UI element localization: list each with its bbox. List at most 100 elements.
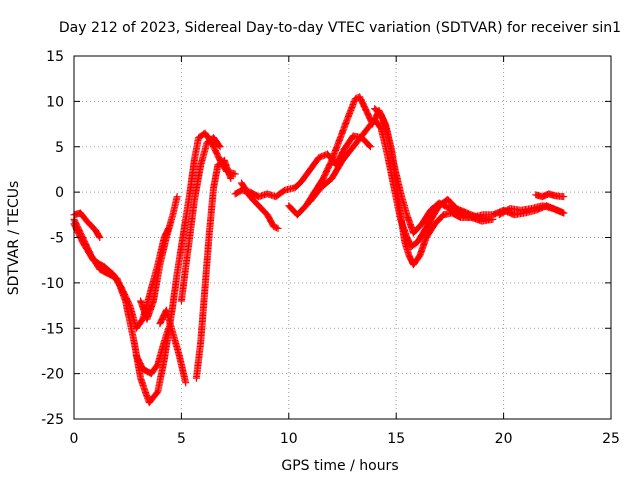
data-point <box>198 137 200 139</box>
data-point <box>159 264 161 266</box>
data-point <box>140 300 142 302</box>
data-point <box>103 266 105 268</box>
series-track-13 <box>371 105 497 237</box>
data-point <box>455 207 457 209</box>
data-point <box>180 246 182 248</box>
data-series <box>70 93 568 407</box>
data-point <box>354 98 356 100</box>
data-point <box>294 187 296 189</box>
series-track-14 <box>495 202 568 219</box>
data-point <box>200 164 202 166</box>
data-point <box>563 196 565 198</box>
data-point <box>159 323 161 325</box>
data-point <box>419 255 421 257</box>
data-point <box>406 237 408 238</box>
data-point <box>498 214 500 216</box>
y-tick-label: 10 <box>46 94 64 110</box>
data-point <box>363 132 365 134</box>
data-point <box>331 159 333 161</box>
x-tick-label: 0 <box>70 431 79 447</box>
data-point <box>213 137 215 139</box>
x-axis-label: GPS time / hours <box>281 458 398 474</box>
data-point <box>116 277 118 279</box>
data-point <box>541 196 543 198</box>
data-point <box>399 218 401 220</box>
data-point <box>193 159 195 161</box>
data-point <box>412 264 414 266</box>
data-point <box>318 157 320 159</box>
data-point <box>352 146 354 148</box>
data-point <box>195 377 197 379</box>
chart-title: Day 212 of 2023, Sidereal Day-to-day VTE… <box>59 20 621 36</box>
data-point <box>393 187 395 189</box>
data-point <box>339 137 341 139</box>
y-tick-label: 5 <box>55 140 64 156</box>
data-point <box>133 341 135 343</box>
data-point <box>470 217 472 219</box>
data-point <box>172 214 174 216</box>
data-point <box>187 250 189 252</box>
x-tick-label: 20 <box>495 431 513 447</box>
y-tick-label: -5 <box>50 231 64 247</box>
data-point <box>165 309 167 311</box>
series-track-6 <box>156 306 190 387</box>
data-point <box>258 196 260 198</box>
data-point <box>447 198 449 200</box>
data-point <box>380 114 382 116</box>
data-point <box>241 182 243 184</box>
data-point <box>284 189 286 191</box>
data-point <box>206 141 208 143</box>
y-tick-label: 15 <box>46 49 64 65</box>
y-tick-label: -20 <box>41 367 64 383</box>
data-point <box>359 96 361 98</box>
series-track-10 <box>238 179 282 232</box>
data-point <box>554 195 556 197</box>
data-point <box>509 207 511 209</box>
data-point <box>142 318 144 320</box>
data-point <box>348 114 350 116</box>
data-point <box>408 255 410 257</box>
data-point <box>563 212 565 214</box>
data-point <box>163 359 165 361</box>
y-axis-label: SDTVAR / TECUs <box>6 181 22 296</box>
data-point <box>82 237 84 238</box>
data-point <box>208 232 210 234</box>
data-point <box>140 377 142 379</box>
data-point <box>331 178 333 180</box>
data-point <box>172 305 174 307</box>
x-tick-label: 10 <box>280 431 298 447</box>
data-point <box>79 212 81 214</box>
data-point <box>301 180 303 182</box>
data-point <box>492 218 494 220</box>
data-point <box>342 159 343 161</box>
data-point <box>320 187 322 189</box>
data-point <box>442 214 444 216</box>
data-point <box>180 300 182 302</box>
data-point <box>189 191 191 193</box>
data-point <box>365 109 367 111</box>
data-point <box>460 214 462 216</box>
data-point <box>399 191 401 193</box>
data-point <box>152 300 154 302</box>
data-point <box>230 178 232 180</box>
data-point <box>369 146 371 148</box>
y-tick-label: -15 <box>41 321 64 337</box>
data-point <box>185 382 187 384</box>
data-point <box>86 220 88 222</box>
data-point <box>296 214 298 216</box>
data-point <box>309 168 311 170</box>
data-point <box>148 402 150 404</box>
data-point <box>234 173 236 175</box>
data-point <box>541 205 543 207</box>
data-point <box>172 332 174 334</box>
data-point <box>417 241 419 243</box>
data-point <box>344 148 346 150</box>
data-point <box>404 241 406 243</box>
data-point <box>200 341 202 343</box>
data-point <box>135 327 137 329</box>
data-point <box>412 232 414 234</box>
data-point <box>125 300 127 302</box>
data-point <box>425 237 427 238</box>
